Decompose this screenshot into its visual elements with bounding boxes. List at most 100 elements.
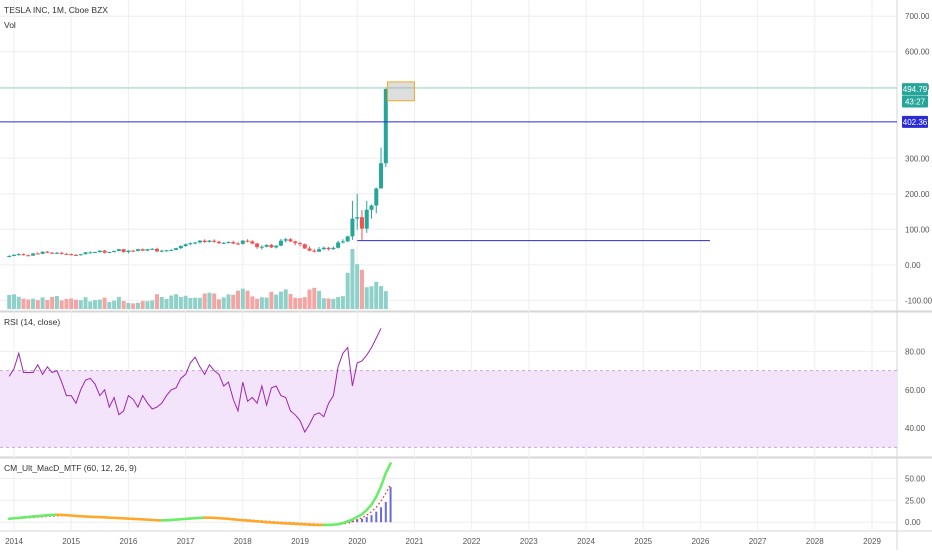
candle-body bbox=[55, 253, 59, 254]
candle-body bbox=[50, 253, 54, 254]
x-tick-label: 2029 bbox=[863, 537, 881, 546]
candle-body bbox=[107, 252, 111, 253]
volume-bar bbox=[350, 249, 354, 309]
candle-body bbox=[231, 242, 235, 243]
volume-bar bbox=[179, 297, 183, 309]
candle-body bbox=[122, 249, 126, 252]
volume-bar bbox=[384, 291, 388, 309]
candle-body bbox=[79, 254, 83, 255]
volume-bar bbox=[246, 291, 250, 309]
volume-bar bbox=[241, 289, 245, 309]
candle-body bbox=[365, 210, 369, 229]
macd-histogram-bar bbox=[385, 502, 387, 522]
volume-legend[interactable]: Vol bbox=[4, 20, 16, 30]
volume-bar bbox=[308, 290, 312, 309]
volume-bar bbox=[93, 300, 97, 309]
candle-body bbox=[284, 239, 288, 240]
volume-bar bbox=[231, 295, 235, 309]
volume-bar bbox=[212, 294, 216, 309]
volume-bar bbox=[303, 297, 307, 309]
macd-legend[interactable]: CM_Ult_MacD_MTF (60, 12, 26, 9) bbox=[4, 463, 137, 473]
volume-bar bbox=[193, 298, 197, 309]
volume-bar bbox=[150, 300, 154, 309]
candle-body bbox=[150, 249, 154, 250]
candle-body bbox=[241, 241, 245, 244]
volume-bar bbox=[107, 302, 111, 309]
volume-bar bbox=[227, 294, 231, 309]
volume-bar bbox=[379, 286, 383, 309]
volume-bar bbox=[374, 282, 378, 309]
candle-body bbox=[26, 255, 30, 256]
candle-body bbox=[298, 243, 302, 244]
x-tick-label: 2020 bbox=[348, 537, 366, 546]
candle-body bbox=[184, 244, 188, 246]
volume-bar bbox=[331, 299, 335, 309]
candle-body bbox=[260, 247, 264, 248]
candle-body bbox=[117, 249, 121, 251]
candle-body bbox=[93, 252, 97, 253]
volume-bar bbox=[17, 297, 21, 309]
candle-body bbox=[145, 249, 149, 250]
candle-body bbox=[198, 241, 202, 243]
volume-bar bbox=[198, 298, 202, 309]
volume-bar bbox=[284, 289, 288, 309]
macd-histogram-bar bbox=[380, 507, 382, 522]
rsi-legend[interactable]: RSI (14, close) bbox=[4, 317, 60, 327]
candle-body bbox=[222, 243, 226, 244]
volume-bar bbox=[50, 297, 54, 309]
volume-bar bbox=[160, 297, 164, 309]
candle-body bbox=[126, 251, 130, 252]
candle-body bbox=[155, 249, 159, 251]
volume-bar bbox=[98, 300, 102, 309]
volume-bar bbox=[45, 300, 49, 309]
volume-bar bbox=[346, 273, 350, 309]
candle-body bbox=[288, 239, 292, 241]
rsi-band-fill bbox=[0, 371, 897, 448]
price-tag-last: 494.79 bbox=[903, 85, 928, 94]
volume-bar bbox=[265, 297, 269, 309]
candle-body bbox=[136, 249, 140, 251]
candle-body bbox=[293, 241, 297, 243]
candle-body bbox=[255, 244, 259, 248]
x-tick-label: 2024 bbox=[577, 537, 595, 546]
candle-series bbox=[7, 87, 388, 257]
candle-body bbox=[269, 245, 273, 247]
macd-histogram-bar bbox=[366, 517, 368, 522]
x-tick-label: 2027 bbox=[749, 537, 767, 546]
candle-body bbox=[60, 253, 64, 254]
x-tick-label: 2015 bbox=[62, 537, 80, 546]
y-tick-label: 600.00 bbox=[905, 48, 930, 57]
symbol-title[interactable]: TESLA INC, 1M, Cboe BZX bbox=[4, 5, 108, 15]
y-tick-label: 80.00 bbox=[905, 347, 926, 356]
rsi-band bbox=[0, 371, 897, 448]
candle-body bbox=[279, 241, 283, 246]
x-tick-label: 2028 bbox=[806, 537, 824, 546]
candle-body bbox=[317, 249, 321, 251]
volume-bar bbox=[250, 296, 254, 309]
volume-bar bbox=[188, 298, 192, 309]
candle-body bbox=[246, 241, 250, 242]
candle-body bbox=[188, 243, 192, 244]
volume-bar bbox=[322, 298, 326, 309]
macd-histogram-bar bbox=[361, 519, 363, 523]
volume-bar bbox=[117, 297, 121, 309]
volume-bar bbox=[336, 297, 340, 309]
volume-bar bbox=[145, 301, 149, 309]
macd-histogram-bar bbox=[375, 512, 377, 523]
volume-bar bbox=[174, 294, 178, 309]
volume-bar bbox=[55, 296, 59, 309]
candle-body bbox=[360, 217, 364, 228]
candle-body bbox=[131, 251, 135, 252]
volume-bar bbox=[131, 303, 135, 309]
volume-bar bbox=[298, 298, 302, 309]
volume-bar bbox=[74, 300, 78, 309]
candle-body bbox=[312, 251, 316, 252]
candle-body bbox=[31, 253, 35, 255]
volume-bar bbox=[222, 297, 226, 309]
volume-bar bbox=[88, 301, 92, 309]
selection-box[interactable] bbox=[388, 82, 415, 101]
candle-body bbox=[303, 244, 307, 248]
macd-histogram-bar bbox=[371, 515, 373, 522]
